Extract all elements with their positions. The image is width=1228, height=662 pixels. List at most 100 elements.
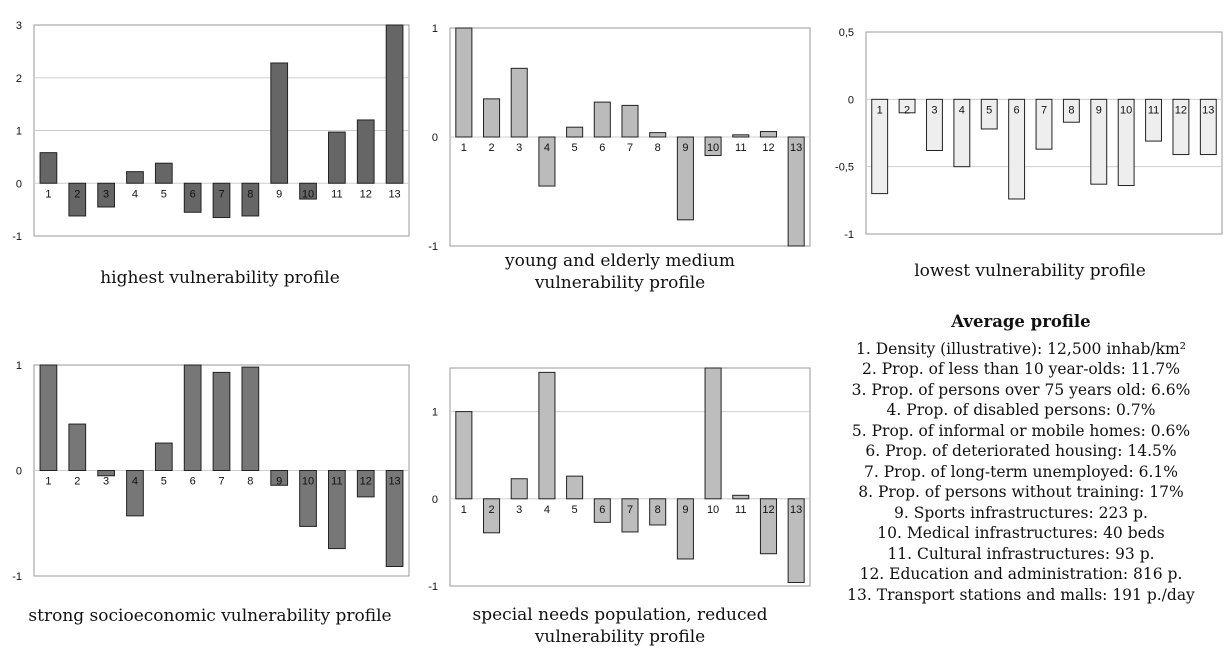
bar [241,366,260,471]
caption-highest-text: highest vulnerability profile [100,268,340,288]
bar [1117,98,1135,187]
x-tick-label: 12 [360,188,372,200]
x-tick-label: 9 [276,188,282,200]
x-tick-label: 5 [572,504,578,516]
caption-young-elderly: young and elderly medium vulnerability p… [460,250,780,294]
bar [455,411,473,500]
bar [483,498,501,534]
y-tick-label: -1 [12,231,22,243]
bar [299,470,317,527]
x-tick-label: 1 [461,504,467,516]
caption-special-needs-text: special needs population, reduced vulner… [472,605,768,647]
bar [732,494,750,500]
bar [183,182,202,213]
x-tick-label: 3 [516,504,522,516]
bar [1199,98,1217,156]
x-tick-label: 4 [544,504,550,516]
x-tick-label: 2 [74,188,80,200]
x-tick-label: 4 [132,188,138,200]
caption-lowest: lowest vulnerability profile [860,260,1200,282]
x-tick-label: 2 [904,104,910,116]
x-tick-label: 3 [516,142,522,154]
x-tick-label: 11 [331,188,342,200]
x-tick-label: 6 [599,504,605,516]
chart-young-elderly: -1 0 1 1 2 3 4 5 6 7 8 9 10 11 12 13 [420,0,820,253]
bar [621,498,639,533]
bar [1062,98,1080,123]
bar [593,101,611,138]
y-tick-label: 0 [16,466,22,478]
x-tick-label: 12 [762,504,774,516]
caption-highest: highest vulnerability profile [30,267,410,289]
bar [39,152,58,184]
x-tick-label: 8 [655,142,661,154]
y-tick-label: 1 [16,360,22,372]
legend-item-13: 13. Transport stations and malls: 191 p.… [847,585,1195,604]
x-tick-label: 10 [1120,104,1132,116]
x-tick-label: 8 [1068,104,1074,116]
bar [270,62,289,184]
y-tick-label: 1 [432,407,438,419]
x-tick-label: 13 [388,188,400,200]
bar [871,98,889,195]
x-tick-label: 10 [302,476,314,488]
y-tick-label: -1 [428,241,438,253]
y-tick-label: 2 [16,73,22,85]
bar [538,136,556,187]
x-tick-label: 5 [986,104,992,116]
x-tick-label: 13 [388,476,400,488]
bar [787,498,805,584]
bar [385,470,404,568]
x-tick-label: 6 [599,142,605,154]
bar [980,98,998,130]
bar [953,98,971,168]
legend-item-8: 8. Prop. of persons without training: 17… [858,483,1184,501]
x-tick-label: 7 [627,142,633,154]
bar [898,98,916,114]
x-tick-label: 11 [331,476,342,488]
x-tick-label: 8 [655,504,661,516]
y-tick-label: 0 [432,494,438,506]
caption-special-needs: special needs population, reduced vulner… [460,604,780,648]
bar [455,27,473,138]
y-tick-label: 0 [848,94,854,106]
x-tick-label: 6 [190,476,196,488]
x-tick-label: 12 [762,142,774,154]
x-tick-label: 7 [627,504,633,516]
x-tick-label: 4 [544,142,550,154]
bar [356,470,375,498]
y-tick-label: -1 [12,571,22,583]
legend-item-3: 3. Prop. of persons over 75 years old: 6… [851,380,1191,399]
x-tick-label: 9 [276,476,282,488]
chart-strong-socioeconomic: -1 0 1 1 2 3 4 5 6 7 8 9 10 11 12 13 [0,340,420,590]
chart-highest-vulnerability: -1 0 1 2 3 1 2 3 4 5 6 7 8 9 10 11 12 13 [0,0,420,250]
bar [39,364,58,471]
plot-area [449,367,811,587]
x-tick-label: 5 [572,142,578,154]
x-tick-label: 4 [132,476,138,488]
legend-item-1: 1. Density (illustrative): 12,500 inhab/… [856,339,1186,358]
x-tick-label: 7 [218,188,224,200]
chart-lowest-vulnerability: -1 -0,5 0 0,5 1 2 3 4 5 6 7 8 9 10 11 12 13 [820,0,1228,250]
legend-item-10: 10. Medical infrastructures: 40 beds [877,524,1165,542]
caption-lowest-text: lowest vulnerability profile [914,261,1146,281]
legend-item-11: 11. Cultural infrastructures: 93 p. [887,544,1155,563]
bar [926,98,943,152]
x-tick-label: 13 [790,142,802,154]
bar [483,98,501,138]
x-tick-label: 6 [1014,104,1020,116]
x-tick-label: 11 [1148,104,1159,116]
x-tick-label: 5 [161,188,167,200]
bar [241,182,260,217]
caption-socioeconomic: strong socioeconomic vulnerability profi… [10,605,410,627]
y-tick-label: -0,5 [835,162,854,174]
legend-item-9: 9. Sports infrastructures: 223 p. [894,503,1148,522]
x-tick-label: 10 [707,142,719,154]
bar [593,498,611,523]
bar [212,371,231,471]
bar [538,371,556,500]
legend-item-6: 6. Prop. of deteriorated housing: 14.5% [865,442,1177,460]
bar [1172,98,1190,156]
